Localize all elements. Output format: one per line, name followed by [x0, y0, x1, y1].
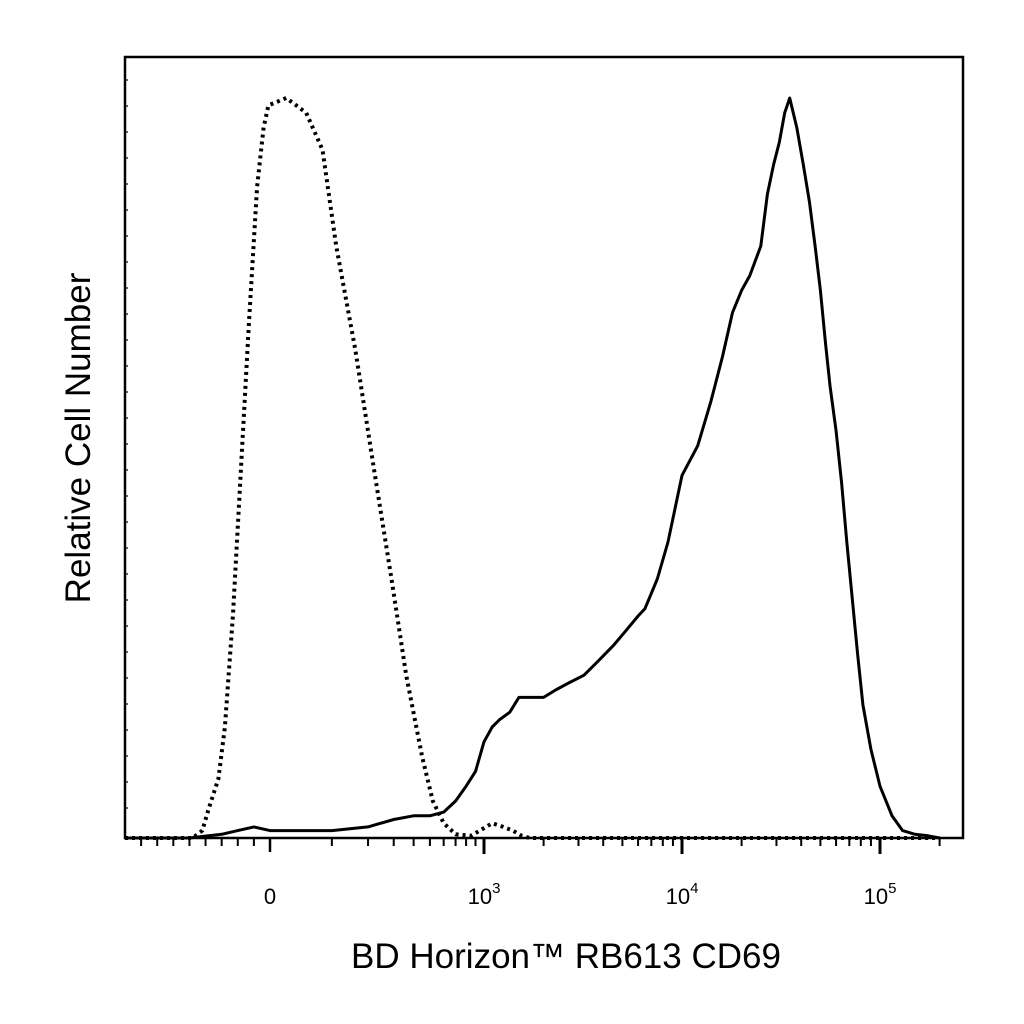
series-layer: [125, 96, 940, 840]
x-tick-label: 0: [264, 884, 276, 909]
x-tick-label: 105: [864, 880, 897, 909]
x-axis-title: BD Horizon™ RB613 CD69: [351, 937, 781, 976]
x-tick-label: 103: [468, 880, 501, 909]
y-axis-ticks: [125, 79, 128, 809]
y-axis-title: Relative Cell Number: [59, 272, 98, 603]
series-line-solid: [125, 96, 940, 840]
x-axis-tick-labels: 0 103 104 105: [264, 880, 897, 909]
x-tick-label: 104: [666, 880, 699, 909]
x-axis-ticks: [140, 838, 941, 854]
series-line-dotted: [125, 96, 940, 840]
